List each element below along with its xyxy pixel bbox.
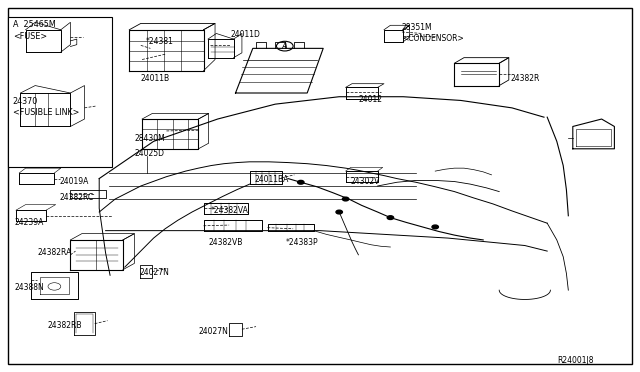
- Circle shape: [342, 197, 349, 201]
- Text: R24001J8: R24001J8: [557, 356, 593, 365]
- Text: 24011D: 24011D: [230, 30, 260, 39]
- Text: 28430M: 28430M: [134, 134, 165, 143]
- Text: 24012: 24012: [358, 95, 383, 104]
- Text: 24239A: 24239A: [14, 218, 44, 227]
- Circle shape: [387, 216, 394, 219]
- Text: 28351M: 28351M: [402, 23, 433, 32]
- Text: 24382R: 24382R: [511, 74, 540, 83]
- Text: A: A: [282, 42, 287, 51]
- Text: *24383P: *24383P: [286, 238, 319, 247]
- Text: 24388N: 24388N: [14, 283, 44, 292]
- Text: <FUSIBLE LINK>: <FUSIBLE LINK>: [13, 108, 79, 117]
- Text: 24382RC: 24382RC: [60, 193, 94, 202]
- Text: 24382RA: 24382RA: [37, 248, 72, 257]
- Bar: [8, 17, 112, 167]
- Text: *24381: *24381: [146, 37, 174, 46]
- Text: 24302V: 24302V: [351, 177, 380, 186]
- Text: *24382VA: *24382VA: [211, 206, 249, 215]
- Text: 24025D: 24025D: [134, 149, 164, 158]
- Text: 24370: 24370: [13, 97, 38, 106]
- Text: A  25465M: A 25465M: [13, 20, 56, 29]
- Text: <CONDENSOR>: <CONDENSOR>: [402, 34, 463, 43]
- Text: 24011B: 24011B: [141, 74, 170, 83]
- Circle shape: [298, 180, 304, 184]
- Text: 24027N: 24027N: [140, 268, 170, 277]
- Text: 24382VB: 24382VB: [209, 238, 243, 247]
- Text: 24011BA: 24011BA: [255, 175, 289, 184]
- Text: 24019A: 24019A: [60, 177, 89, 186]
- Text: <FUSE>: <FUSE>: [13, 32, 47, 41]
- Circle shape: [336, 210, 342, 214]
- Text: 24382RB: 24382RB: [48, 321, 83, 330]
- Circle shape: [432, 225, 438, 229]
- Text: 24027N: 24027N: [198, 327, 228, 336]
